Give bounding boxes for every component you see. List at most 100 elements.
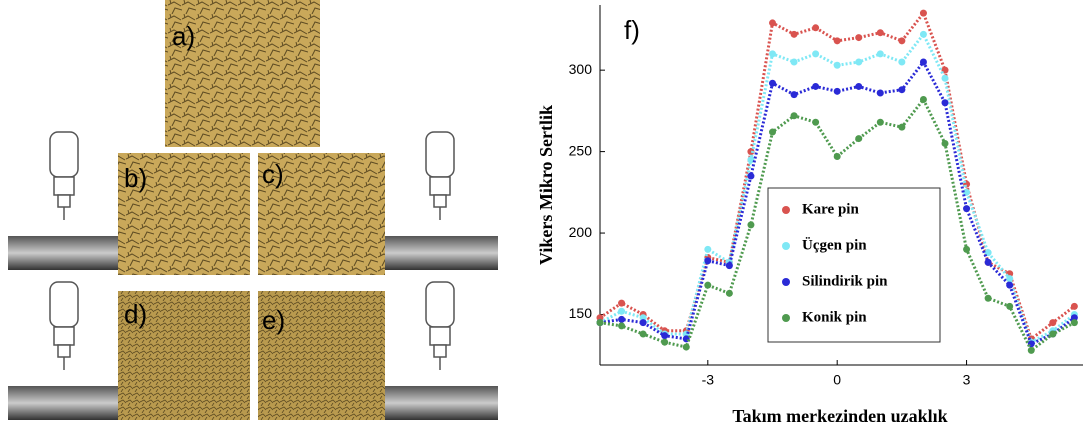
data-point [876, 89, 884, 97]
data-point [812, 50, 820, 58]
data-point [812, 118, 820, 126]
data-point [639, 330, 647, 338]
data-point [790, 91, 798, 99]
micrograph [258, 291, 385, 420]
weld-sample [8, 236, 118, 270]
legend-marker [782, 314, 790, 322]
legend-label: Üçgen pin [802, 236, 867, 253]
data-point [812, 82, 820, 90]
data-point [596, 314, 604, 322]
data-point [1027, 346, 1035, 354]
data-point [876, 50, 884, 58]
panel-label: c) [262, 159, 284, 189]
data-point [855, 135, 863, 143]
data-point [790, 30, 798, 38]
annotation: f) [624, 15, 640, 45]
data-point [855, 34, 863, 42]
data-point [704, 281, 712, 289]
data-point [1006, 275, 1014, 283]
weld-sample [8, 386, 118, 420]
data-point [618, 322, 626, 330]
data-point [984, 258, 992, 266]
x-tick-label: 0 [833, 372, 841, 388]
data-point [898, 86, 906, 94]
x-axis-label: Takım merkezinden uzaklık [732, 406, 947, 426]
legend [767, 187, 941, 343]
data-point [747, 156, 755, 164]
micrograph [118, 291, 250, 420]
data-point [941, 74, 949, 82]
legend-label: Kare pin [802, 201, 859, 217]
tool-icon [425, 131, 455, 221]
weld-sample [385, 236, 498, 270]
legend-marker [782, 278, 790, 286]
weld-sample [385, 386, 498, 420]
data-point [898, 37, 906, 45]
data-point [704, 245, 712, 253]
data-point [790, 58, 798, 66]
data-point [919, 9, 927, 17]
legend-label: Konik pin [802, 309, 867, 325]
y-axis-label: Vikers Mikro Sertlik [536, 105, 556, 265]
data-point [725, 289, 733, 297]
panel-label: b) [124, 163, 147, 193]
panel-label: d) [124, 299, 147, 329]
data-point [855, 82, 863, 90]
data-point [833, 37, 841, 45]
data-point [1070, 319, 1078, 327]
data-point [1049, 319, 1057, 327]
data-point [963, 188, 971, 196]
data-point [704, 257, 712, 265]
data-point [747, 221, 755, 229]
micrograph [165, 0, 320, 147]
data-point [1070, 314, 1078, 322]
y-tick-label: 200 [569, 224, 593, 240]
data-point [941, 139, 949, 147]
data-point [769, 128, 776, 136]
x-tick-label: -3 [702, 372, 715, 388]
data-point [919, 95, 927, 103]
data-point [833, 152, 841, 160]
data-point [876, 29, 884, 37]
micrograph [258, 153, 385, 275]
tool-icon [425, 281, 455, 371]
data-point [833, 87, 841, 95]
micrographs: a) b) c) d) e) [8, 0, 498, 420]
data-point [1006, 281, 1014, 289]
panel-label: e) [262, 305, 285, 335]
data-point [984, 294, 992, 302]
data-point [833, 61, 841, 69]
data-point [898, 123, 906, 131]
data-point [1070, 302, 1078, 310]
data-point [596, 319, 604, 327]
data-point [812, 24, 820, 32]
data-point [725, 262, 733, 270]
data-point [747, 148, 755, 156]
x-tick-label: 3 [963, 372, 971, 388]
data-point [855, 58, 863, 66]
legend-marker [782, 206, 790, 214]
data-point [963, 245, 971, 253]
legend-label: Silindirik pin [802, 273, 888, 289]
y-tick-label: 300 [569, 61, 593, 77]
data-point [661, 332, 669, 340]
data-point [639, 319, 647, 327]
tool-icon [49, 131, 79, 221]
data-point [769, 79, 776, 87]
data-point [941, 99, 949, 107]
data-point [618, 299, 626, 307]
micrograph [118, 153, 250, 275]
data-point [919, 30, 927, 38]
data-point [618, 307, 626, 315]
data-point [618, 315, 626, 323]
data-point [682, 343, 690, 351]
data-point [639, 314, 647, 322]
data-point [898, 58, 906, 66]
data-point [769, 19, 776, 27]
y-tick-label: 150 [569, 305, 593, 321]
y-tick-label: 250 [569, 142, 593, 158]
data-point [661, 338, 669, 346]
tool-icon [49, 281, 79, 371]
